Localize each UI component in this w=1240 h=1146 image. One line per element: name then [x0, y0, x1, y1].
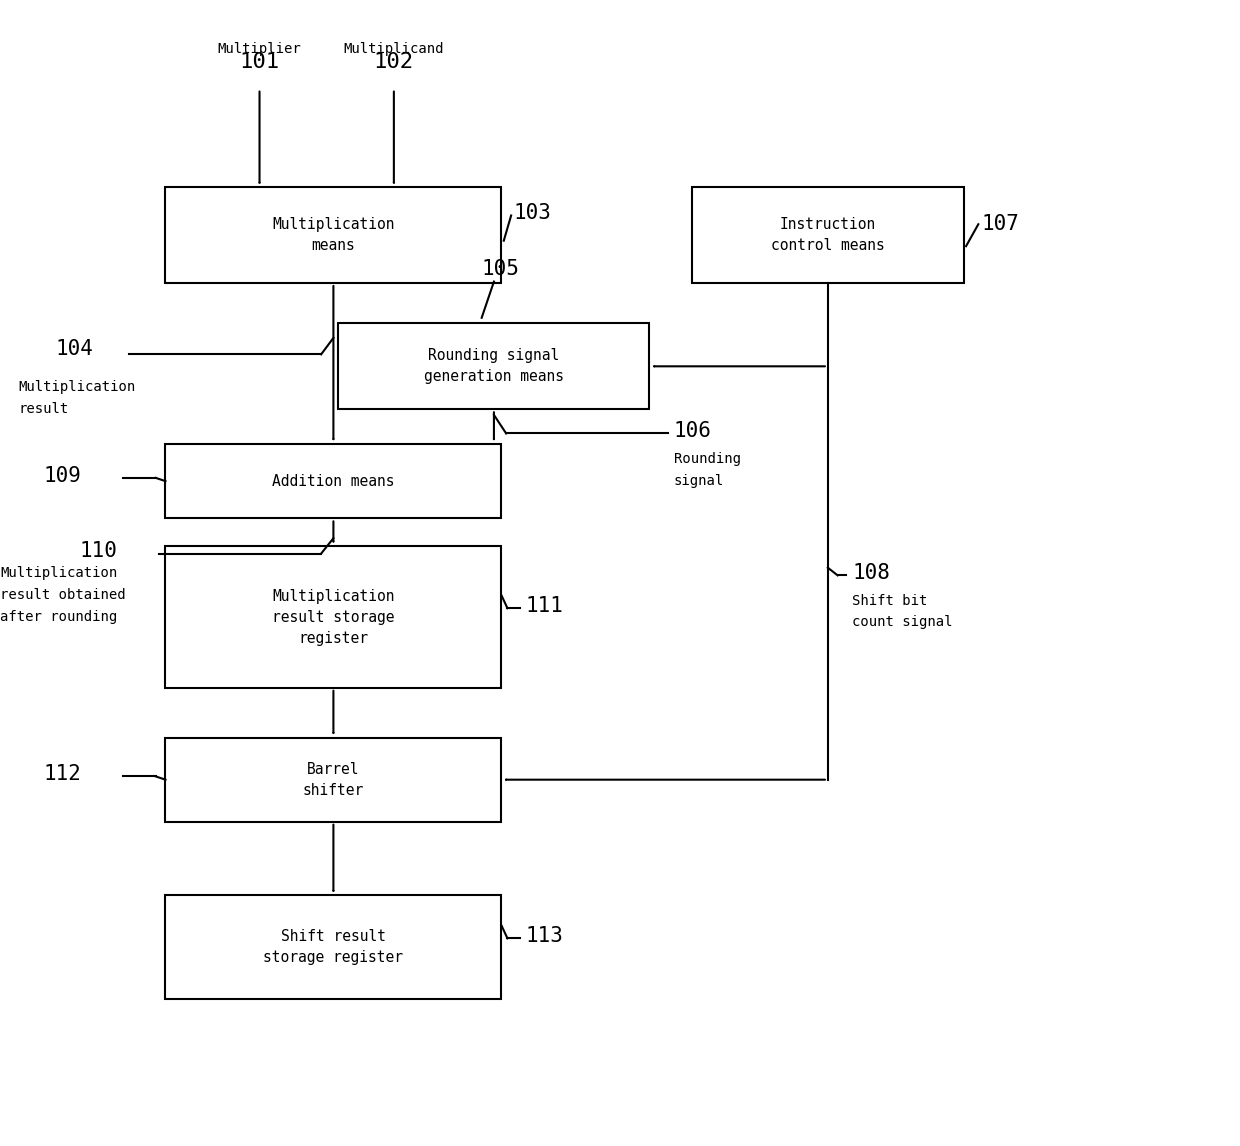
Text: 111: 111 [526, 596, 564, 617]
Text: signal: signal [675, 473, 724, 488]
Bar [165, 895, 501, 999]
Text: 109: 109 [43, 465, 81, 486]
Bar [165, 738, 501, 822]
Text: count signal: count signal [852, 615, 952, 629]
Text: 107: 107 [982, 214, 1019, 234]
Text: Rounding signal
generation means: Rounding signal generation means [424, 348, 564, 384]
Text: result obtained: result obtained [0, 588, 125, 602]
Text: result: result [19, 402, 68, 416]
Text: Multiplication: Multiplication [0, 566, 118, 580]
Bar [165, 188, 501, 283]
Text: Addition means: Addition means [272, 473, 394, 488]
Text: Multiplication
result storage
register: Multiplication result storage register [272, 589, 394, 645]
Text: Multiplier: Multiplier [218, 41, 301, 56]
Text: Shift bit: Shift bit [852, 594, 928, 607]
Text: Shift result
storage register: Shift result storage register [263, 929, 403, 965]
Text: 102: 102 [373, 53, 414, 72]
Bar [339, 323, 650, 409]
Bar [165, 444, 501, 518]
Text: Instruction
control means: Instruction control means [771, 218, 884, 253]
Text: Multiplicand: Multiplicand [343, 41, 444, 56]
Text: 110: 110 [79, 541, 118, 562]
Text: 113: 113 [526, 926, 564, 947]
Text: Multiplication
means: Multiplication means [272, 218, 394, 253]
Text: after rounding: after rounding [0, 610, 118, 625]
Text: 104: 104 [56, 339, 93, 359]
Text: 112: 112 [43, 764, 81, 784]
Text: Rounding: Rounding [675, 452, 742, 465]
Text: Barrel
shifter: Barrel shifter [303, 762, 365, 798]
Text: 105: 105 [481, 259, 520, 280]
Text: 108: 108 [852, 563, 890, 583]
Text: 103: 103 [513, 203, 552, 223]
Text: Multiplication: Multiplication [19, 380, 135, 394]
Text: 106: 106 [675, 422, 712, 441]
Text: 101: 101 [239, 53, 279, 72]
Bar [692, 188, 963, 283]
Bar [165, 547, 501, 688]
